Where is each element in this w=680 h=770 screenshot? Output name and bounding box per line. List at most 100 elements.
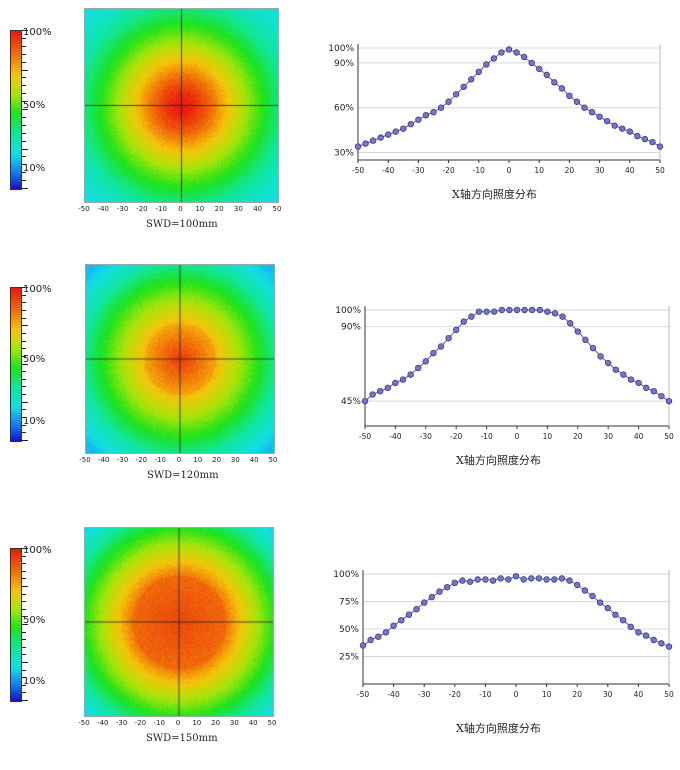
profile-caption: X轴方向照度分布 [452,188,537,201]
data-point [559,313,566,320]
data-point [635,629,642,636]
heatmap-x-tick: 30 [229,719,239,727]
colorbar-tick [22,432,26,434]
colorbar-tick [22,188,28,189]
data-point [589,592,596,600]
heatmap-x-tick: 50 [272,205,282,213]
x-tick-label: 20 [573,432,583,441]
profile-chart: 100% 90% 45% -50 -40 -30 -20 -10 0 10 20 30 40 50 [335,306,674,441]
data-point [475,308,483,315]
heatmap-x-tick: -20 [135,456,148,464]
data-point [573,581,581,589]
x-tick-label: -40 [382,166,394,175]
data-point [474,576,481,583]
heatmap-x-tick: -50 [79,456,91,464]
colorbar-tick [22,340,26,342]
data-point [627,623,634,630]
data-point [566,320,574,327]
colorbar-tick [22,409,26,411]
data-point [420,599,428,606]
data-point [415,116,422,123]
heatmap-x-tick: 50 [268,456,278,464]
colorbar-label: 50% [23,99,46,111]
data-point [413,606,420,613]
data-point [581,104,588,111]
data-point [354,143,362,150]
x-tick-label: -20 [450,432,462,441]
colorbar [10,30,22,190]
data-point [459,577,466,584]
profile-caption: X轴方向照度分布 [456,454,541,467]
y-tick-label: 25% [339,653,359,663]
data-point [643,384,650,392]
colorbar-tick [22,309,26,311]
colorbar-tick [22,555,26,557]
colorbar-tick [22,624,28,625]
data-point [536,306,543,314]
data-point [375,633,382,640]
colorbar-label: 10% [23,415,46,427]
y-tick-label: 30% [334,149,354,159]
illuminance-heatmap [84,527,280,717]
data-point [605,359,612,367]
data-point [468,313,475,320]
data-point [414,364,422,372]
colorbar-tick [22,116,26,118]
data-point [543,576,550,583]
series-line [364,309,670,402]
colorbar-tick [22,61,26,63]
data-point [382,629,390,636]
data-point [520,576,527,583]
data-point [437,343,445,350]
data-point [566,577,573,584]
colorbar-tick [22,37,26,39]
heatmap-caption: SWD=100mm [146,219,218,230]
colorbar-tick [22,317,26,319]
y-tick-label: 100% [333,570,359,580]
data-point [520,53,528,61]
data-point [612,611,619,618]
data-point [558,575,566,582]
colorbar-tick [22,608,26,610]
data-point [392,128,399,135]
heatmap-x-tick: -20 [136,205,148,213]
data-point [512,573,520,580]
colorbar-tick [22,140,26,142]
data-point [658,392,665,400]
data-point [451,579,458,586]
colorbar-tick [22,363,28,365]
data-point [573,98,581,105]
profile-caption: X轴方向照度分布 [456,722,541,735]
illuminance-heatmap [84,8,280,203]
x-tick-label: -30 [418,690,430,699]
x-tick-label: 30 [603,432,613,441]
data-point [650,636,657,644]
x-tick-label: -10 [480,432,492,441]
x-tick-label: -50 [359,432,371,441]
x-tick-label: 10 [543,432,553,441]
x-tick-label: 40 [625,166,635,175]
data-point [582,336,589,344]
profile-chart: 100% 90% 60% 30% -50 -40 -30 -20 -10 0 10 20 30 40 50 [328,44,665,175]
data-point [505,576,512,583]
colorbar-tick [22,578,26,580]
colorbar-tick [22,570,26,572]
data-point [437,104,445,111]
x-tick-label: -10 [473,166,485,175]
colorbar-tick [22,371,26,373]
y-tick-label: 90% [334,59,354,69]
data-point [597,353,604,360]
heatmap-x-tick: -50 [78,719,90,727]
colorbar-tick [22,700,28,701]
colorbar-tick [22,378,26,380]
y-tick-label: 60% [334,104,354,114]
data-point [535,65,543,73]
data-point [385,131,392,138]
heatmap-x-tick: 40 [249,456,259,464]
data-point [535,575,543,582]
heatmap-x-tick: -10 [155,205,167,213]
heatmap-x-tick: 20 [214,205,224,213]
heatmap-x-tick: 20 [211,719,221,727]
colorbar-tick [22,302,26,304]
heatmap-canvas [84,8,279,203]
